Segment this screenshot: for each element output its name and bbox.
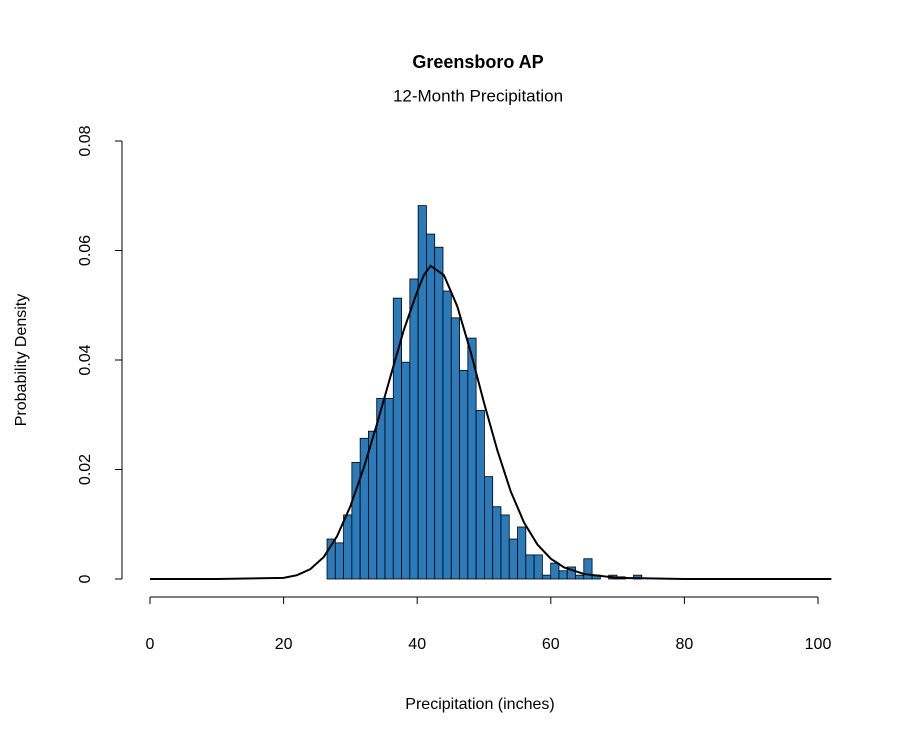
- bar: [533, 554, 543, 580]
- y-tick-label: 0.04: [77, 344, 94, 375]
- bar: [575, 574, 585, 580]
- y-axis-label: Probability Density: [13, 294, 30, 427]
- bar: [384, 397, 394, 580]
- bar: [343, 514, 353, 580]
- chart-subtitle: 12-Month Precipitation: [393, 86, 563, 105]
- y-tick-label: 0.06: [77, 235, 94, 266]
- x-tick-label: 60: [542, 636, 560, 653]
- bar: [541, 574, 552, 580]
- density-curve: [150, 264, 832, 580]
- bar: [434, 246, 444, 580]
- bar: [459, 370, 469, 580]
- bar: [517, 526, 527, 580]
- bar: [426, 233, 436, 580]
- y-tick-label: 0: [77, 574, 94, 583]
- x-tick-label: 100: [805, 636, 832, 653]
- bar: [566, 566, 576, 580]
- chart-title: Greensboro AP: [412, 52, 543, 72]
- x-tick-label: 40: [408, 636, 426, 653]
- bar: [442, 290, 452, 580]
- bar: [500, 514, 510, 580]
- bar: [368, 430, 378, 580]
- x-tick-label: 80: [676, 636, 694, 653]
- bar: [508, 538, 518, 580]
- y-tick-label: 0.08: [77, 125, 94, 156]
- bar: [492, 506, 502, 580]
- bar: [334, 542, 344, 580]
- x-axis-label: Precipitation (inches): [405, 696, 554, 713]
- x-tick-label: 0: [146, 636, 155, 653]
- bar: [484, 476, 494, 580]
- x-tick-label: 20: [275, 636, 293, 653]
- y-tick-label: 0.02: [77, 454, 94, 485]
- bar: [525, 554, 535, 580]
- bar: [376, 397, 386, 580]
- bar: [401, 361, 411, 580]
- bar: [583, 558, 593, 580]
- bar: [417, 205, 427, 580]
- bar: [467, 337, 477, 580]
- bar: [450, 317, 460, 580]
- bar: [409, 278, 419, 580]
- bar: [558, 570, 568, 580]
- bar: [475, 409, 485, 580]
- bar: [550, 562, 560, 580]
